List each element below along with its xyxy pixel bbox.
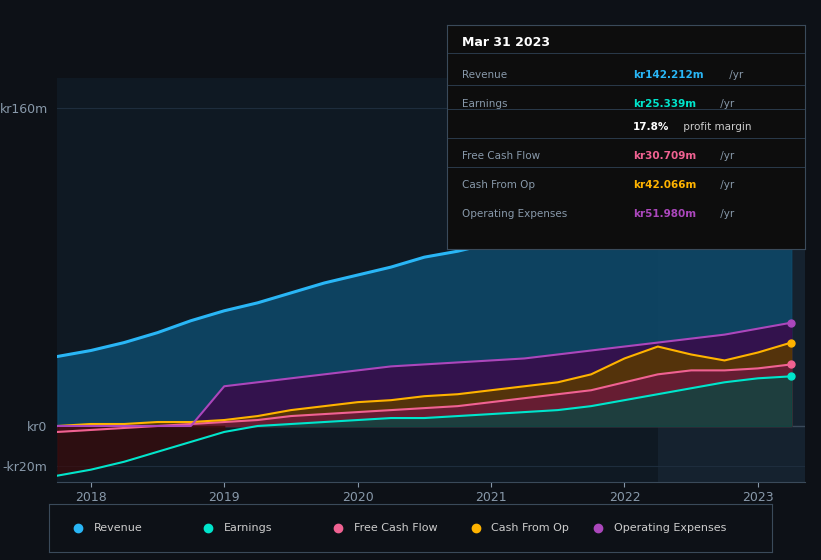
Text: kr142.212m: kr142.212m xyxy=(633,70,704,80)
Bar xyxy=(658,78,805,482)
Text: profit margin: profit margin xyxy=(680,122,751,132)
Text: Free Cash Flow: Free Cash Flow xyxy=(354,523,438,533)
Text: Operating Expenses: Operating Expenses xyxy=(614,523,727,533)
Text: kr25.339m: kr25.339m xyxy=(633,99,696,109)
Text: Free Cash Flow: Free Cash Flow xyxy=(461,151,540,161)
Text: Operating Expenses: Operating Expenses xyxy=(461,209,567,219)
Text: /yr: /yr xyxy=(717,180,734,190)
Text: Earnings: Earnings xyxy=(224,523,273,533)
Text: Earnings: Earnings xyxy=(461,99,507,109)
Text: Cash From Op: Cash From Op xyxy=(492,523,569,533)
Text: Revenue: Revenue xyxy=(461,70,507,80)
Text: /yr: /yr xyxy=(717,99,734,109)
Text: 17.8%: 17.8% xyxy=(633,122,670,132)
Text: kr51.980m: kr51.980m xyxy=(633,209,696,219)
Text: kr42.066m: kr42.066m xyxy=(633,180,696,190)
Text: Revenue: Revenue xyxy=(94,523,143,533)
Text: /yr: /yr xyxy=(717,209,734,219)
Text: /yr: /yr xyxy=(726,70,743,80)
Text: Cash From Op: Cash From Op xyxy=(461,180,534,190)
Text: /yr: /yr xyxy=(717,151,734,161)
Text: kr30.709m: kr30.709m xyxy=(633,151,696,161)
Text: Mar 31 2023: Mar 31 2023 xyxy=(461,36,550,49)
